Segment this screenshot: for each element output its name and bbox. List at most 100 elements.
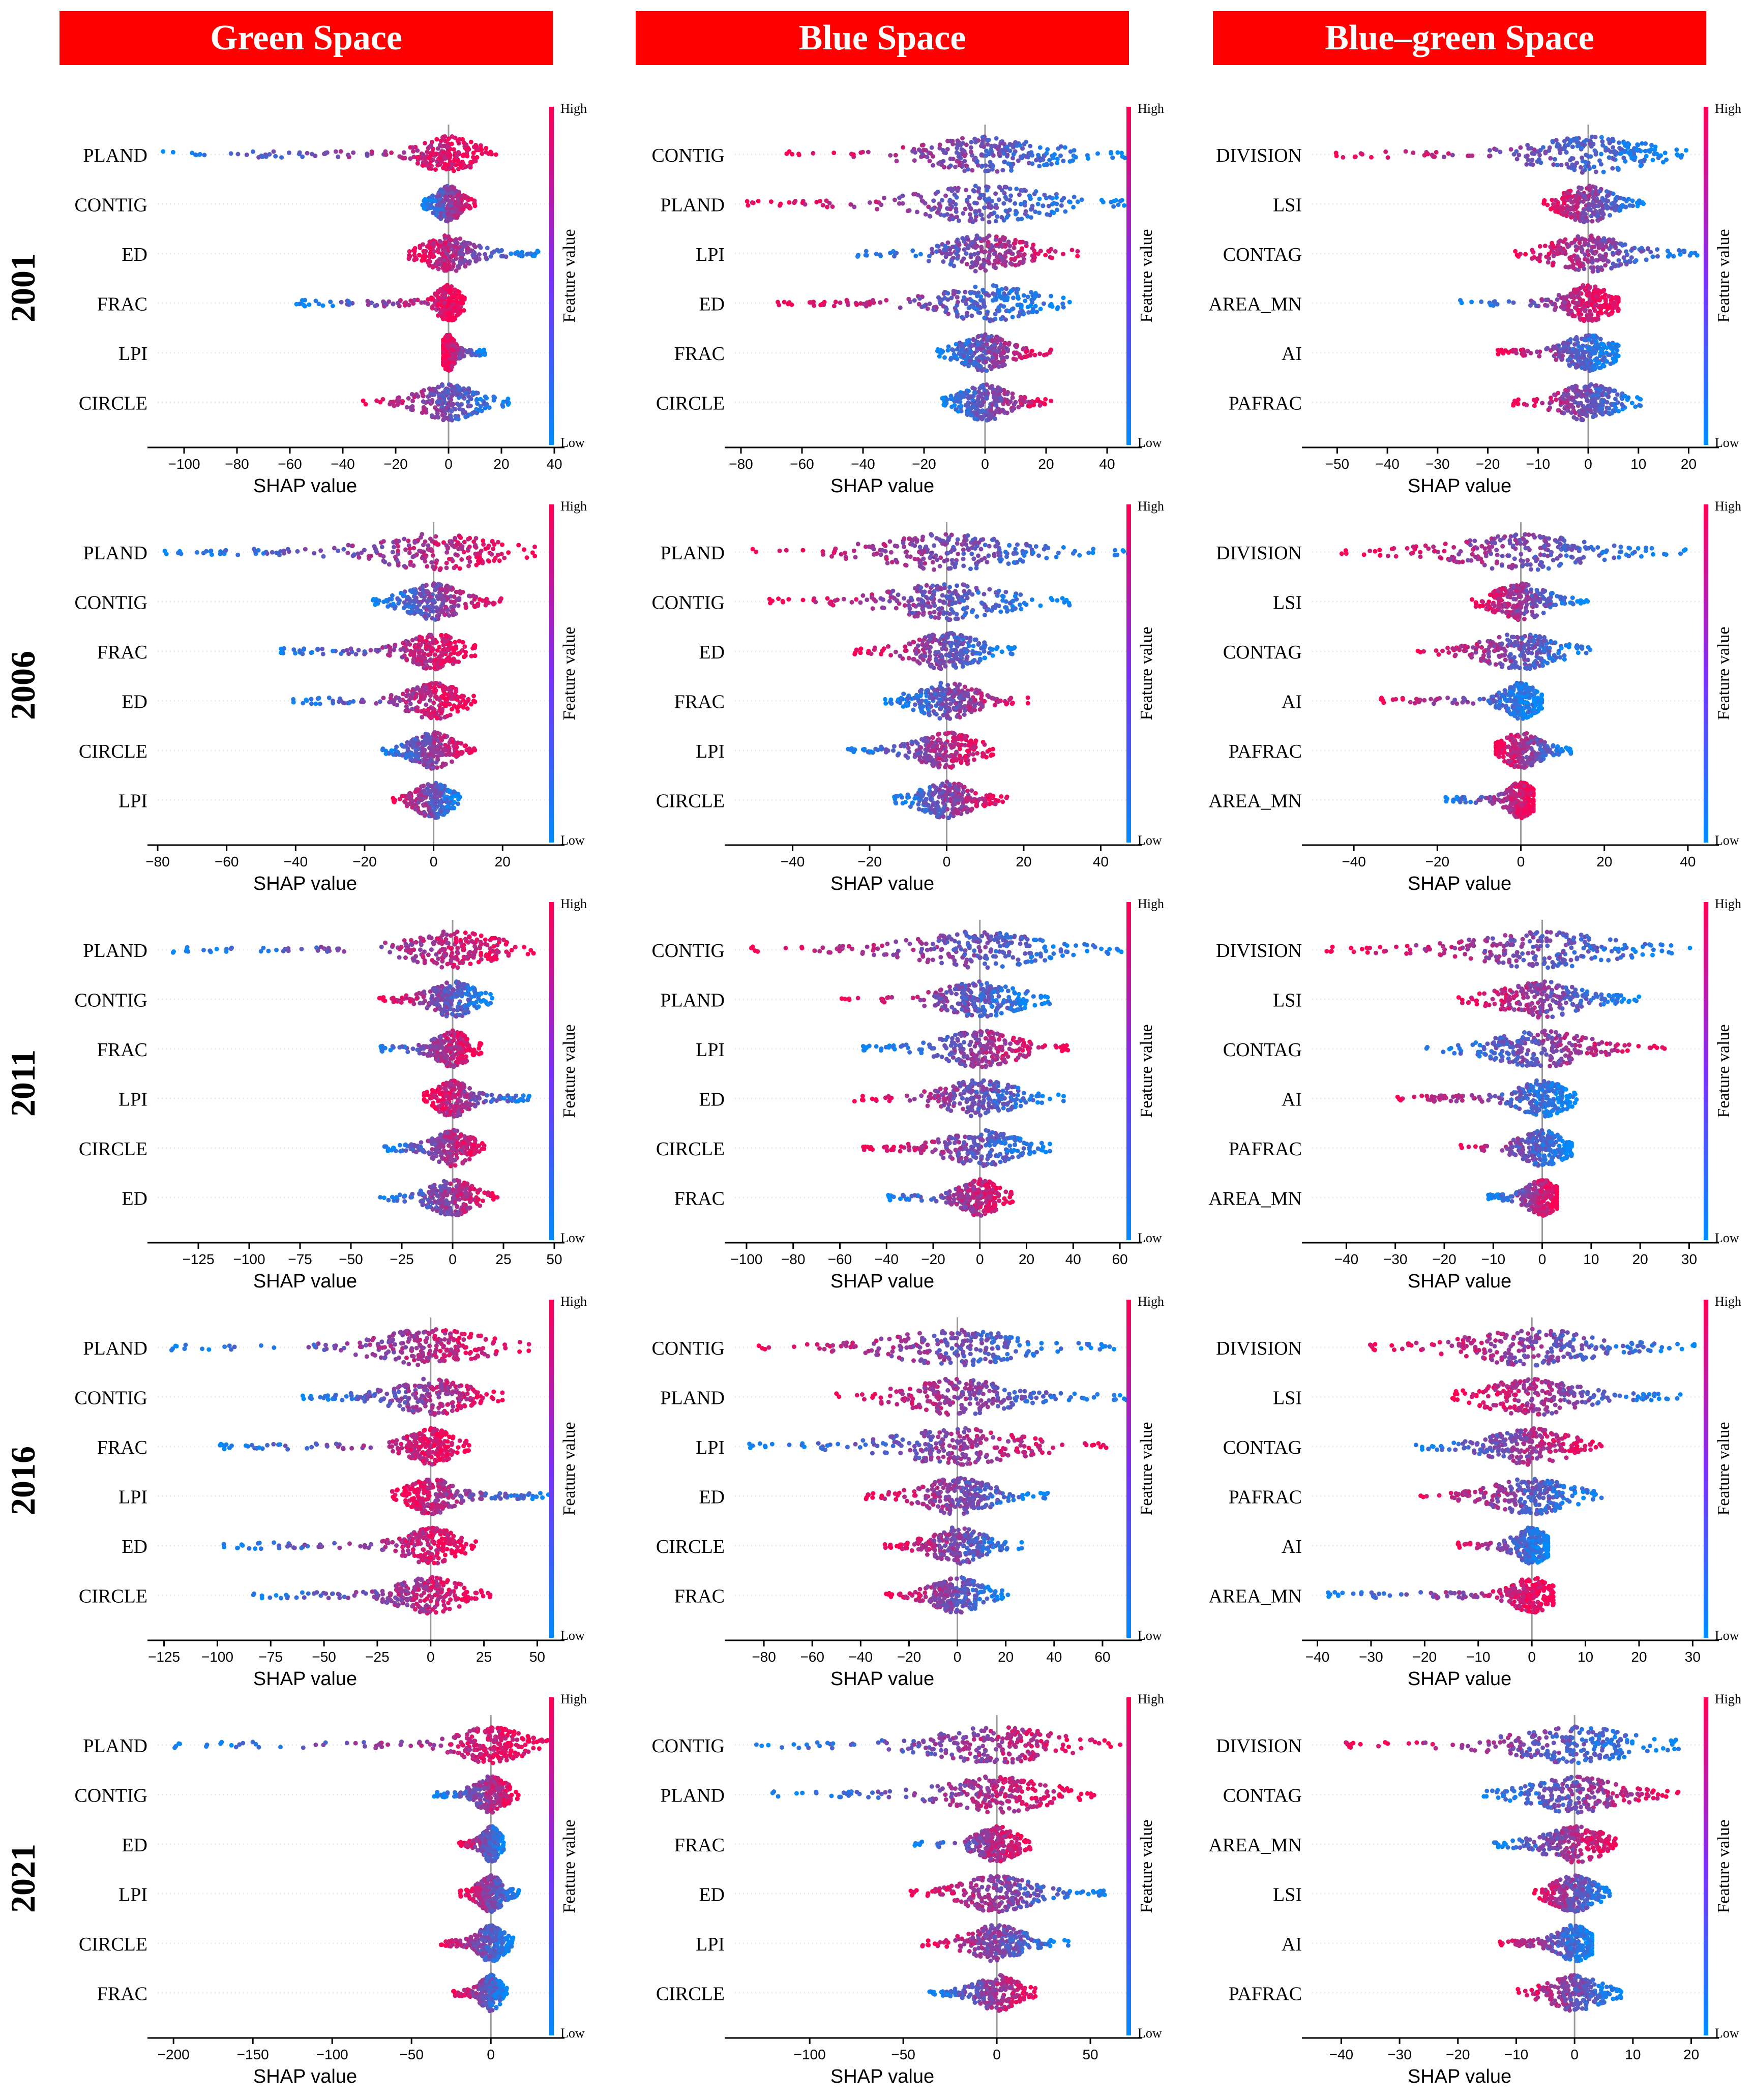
shap-point [1590,318,1595,323]
shap-point [968,358,973,364]
shap-point [449,298,454,303]
shap-point [941,248,946,252]
shap-point [1589,398,1594,403]
x-axis-label: SHAP value [830,475,934,497]
shap-point [1589,382,1594,387]
shap-point [316,302,321,307]
shap-point [1004,197,1009,202]
shap-point [992,390,997,395]
shap-point [925,306,930,311]
shap-point [522,547,526,552]
shap-point [978,192,983,197]
shap-point [988,385,993,390]
shap-point [982,315,987,320]
colorbar-high-label: High [1715,101,1741,116]
shap-point [1013,201,1018,206]
shap-point [1667,252,1672,257]
feature-points-LPI [855,233,1080,274]
shap-point [1547,256,1552,261]
shap-point [1606,198,1611,203]
shap-point [420,587,425,592]
shap-point [1016,405,1021,410]
shap-point [1671,254,1676,259]
shap-point [1643,148,1648,154]
shap-point [960,136,965,141]
shap-point [1119,151,1124,156]
shap-point [1022,252,1027,257]
shap-point [438,400,443,404]
shap-point [1594,303,1599,308]
shap-point [443,219,449,223]
shap-point [444,583,450,588]
shap-point [976,394,981,399]
shap-point [1559,295,1564,301]
shap-point [434,137,439,142]
shap-point [422,206,427,211]
shap-point [469,248,474,253]
shap-point [446,234,451,239]
shap-point [1588,207,1593,212]
shap-point [303,547,308,552]
shap-point [421,242,426,247]
feature-label: LPI [696,244,725,265]
shap-point [431,597,436,603]
shap-point [1032,251,1037,256]
shap-point [1573,248,1579,253]
shap-point [948,138,953,143]
shap-point [789,302,794,307]
shap-point [336,548,341,553]
shap-point [995,243,1000,247]
shap-point [1555,297,1560,302]
shap-point [855,254,860,259]
shap-point [1010,395,1015,400]
shap-point [1010,145,1016,150]
shap-point [888,153,893,158]
shap-point [1518,145,1523,150]
shap-point [442,352,448,357]
shap-point [447,262,452,267]
shap-point [422,614,427,619]
shap-point [408,156,413,161]
shap-point [415,161,420,166]
shap-point [430,564,435,569]
shap-point [1574,199,1579,204]
shap-point [972,416,977,421]
shap-point [421,163,426,168]
shap-point [1537,353,1542,358]
shap-point [459,402,464,407]
shap-point [438,142,442,147]
shap-point [1655,247,1660,252]
shap-point [1003,345,1008,350]
shap-point [790,152,795,157]
shap-point [973,268,978,274]
shap-point [350,543,355,548]
shap-point [426,598,431,603]
shap-point [917,296,922,301]
shap-point [975,159,980,164]
shap-point [931,163,936,168]
shap-point [967,218,972,223]
shap-point [415,394,421,399]
shap-point [431,211,436,216]
shap-point [423,583,428,588]
shap-point [1551,346,1556,351]
shap-point [864,249,869,254]
shap-point [463,605,468,610]
shap-point [453,640,458,645]
shap-point [1588,407,1593,412]
shap-point [1450,153,1455,158]
shap-point [1032,294,1037,299]
shap-point [852,204,857,209]
colorbar [549,107,554,445]
shap-point [1554,397,1559,402]
shap-point [484,145,489,151]
shap-point [195,550,199,555]
shap-point [294,302,299,307]
shap-point [1568,337,1573,342]
shap-point [957,393,962,398]
shap-point [1360,152,1365,157]
shap-point [1630,198,1635,203]
shap-point [1534,349,1539,354]
shap-point [916,302,921,307]
shap-point [1603,298,1608,304]
